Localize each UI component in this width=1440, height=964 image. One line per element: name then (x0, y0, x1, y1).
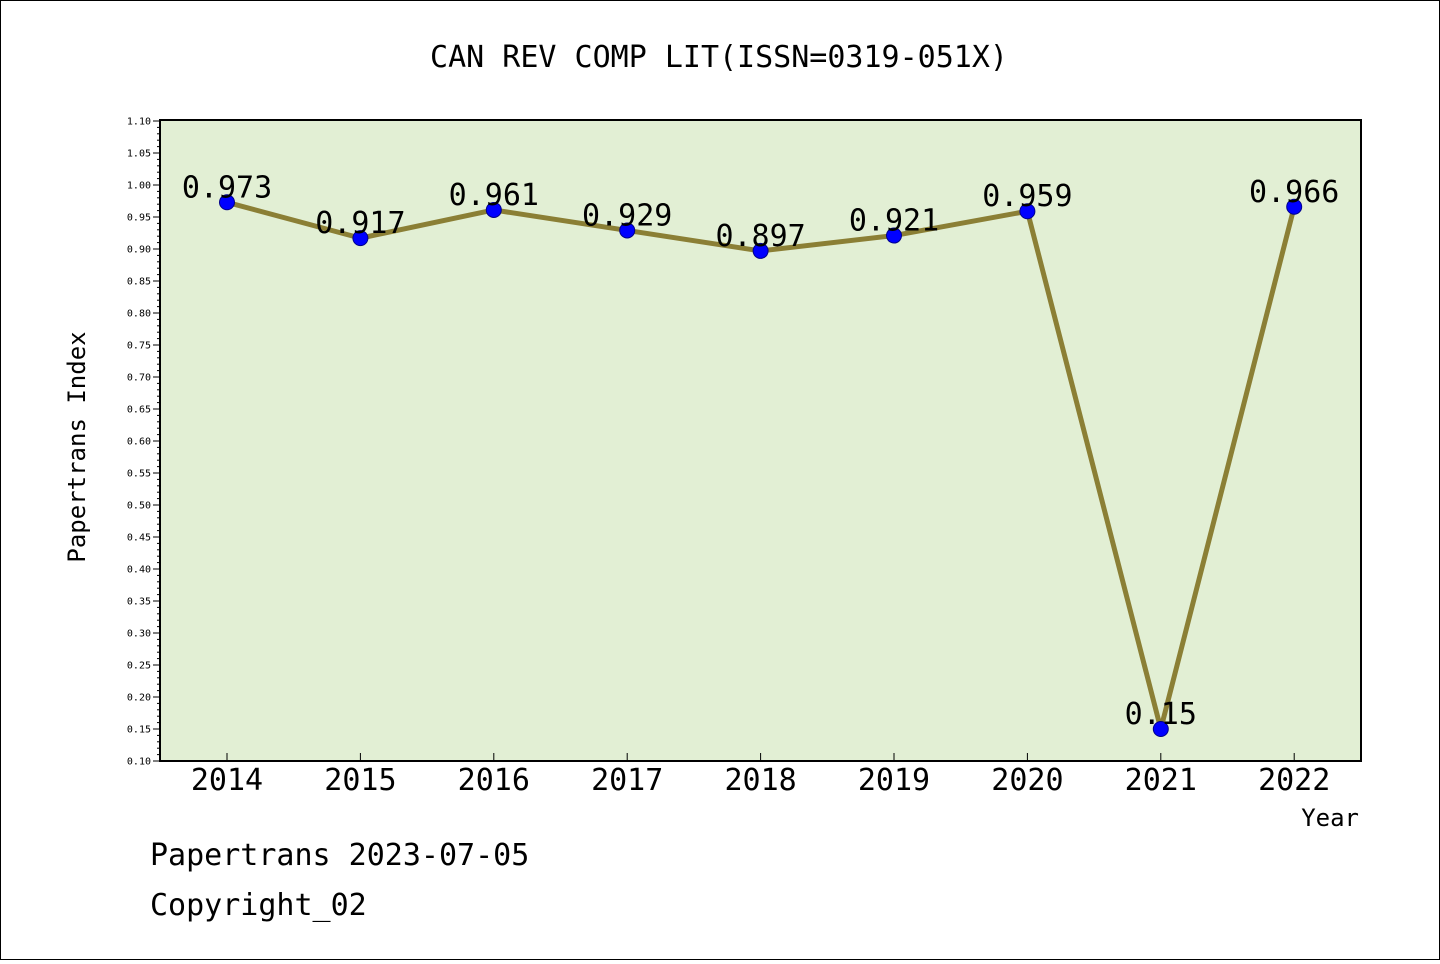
data-point (1152, 721, 1169, 737)
x-tick-label: 2017 (591, 763, 663, 798)
y-tick-label: 0.75 (127, 341, 151, 352)
x-tick-label: 2018 (724, 763, 796, 798)
data-label: 0.973 (182, 170, 272, 205)
data-label: 0.897 (715, 219, 805, 254)
y-axis: 0.10 0.15 0.20 0.25 0.30 0.35 0.40 0.45 0.50 0.55… (127, 117, 161, 768)
data-point (1019, 203, 1036, 220)
data-point (886, 227, 902, 244)
y-tick-label: 0.40 (127, 565, 151, 576)
y-tick-label: 0.65 (127, 405, 151, 416)
data-label: 0.959 (982, 179, 1072, 214)
data-point (619, 222, 636, 239)
y-tick-label: 0.80 (127, 309, 151, 320)
x-tick-label: 2015 (324, 763, 396, 798)
data-label: 0.15 (1125, 697, 1197, 732)
y-tick-label: 0.25 (127, 661, 151, 672)
y-tick-label: 0.30 (127, 629, 151, 640)
data-point (752, 242, 769, 259)
data-label: 0.929 (582, 198, 672, 233)
y-axis-label: Papertrans Index (63, 331, 91, 562)
y-tick-label: 1.10 (127, 117, 151, 128)
x-tick-label: 2019 (858, 763, 930, 798)
y-tick-label: 1.05 (127, 149, 151, 160)
data-label: 0.921 (849, 204, 939, 239)
y-tick-label: 1.00 (127, 181, 151, 192)
data-label: 0.966 (1249, 175, 1339, 210)
x-axis: 2014 2015 2016 2017 2018 2019 2020 2021 2022 (191, 753, 1330, 798)
footer-copyright: Copyright_02 (150, 888, 367, 923)
x-tick-label: 2021 (1125, 763, 1197, 798)
data-point (352, 230, 369, 247)
plot-area (159, 119, 1362, 762)
footer-date: Papertrans 2023-07-05 (150, 838, 529, 873)
x-axis-label: Year (1301, 804, 1359, 832)
y-tick-label: 0.55 (127, 469, 151, 480)
y-tick-label: 0.45 (127, 533, 151, 544)
series-layer: 0.973 0.917 0.961 0.929 0.897 0.921 0.959 0.15 0… (182, 170, 1339, 737)
data-label: 0.917 (315, 206, 405, 241)
x-tick-label: 2014 (191, 763, 263, 798)
x-tick-label: 2022 (1258, 763, 1330, 798)
data-point (1286, 198, 1303, 215)
y-tick-label: 0.10 (127, 757, 151, 768)
y-tick-label: 0.85 (127, 277, 151, 288)
y-tick-label: 0.20 (127, 693, 151, 704)
data-label: 0.961 (449, 178, 539, 213)
x-tick-label: 2016 (458, 763, 530, 798)
y-tick-label: 0.90 (127, 245, 151, 256)
y-tick-label: 0.70 (127, 373, 151, 384)
y-tick-label: 0.35 (127, 597, 151, 608)
data-point (219, 194, 235, 211)
y-tick-label: 0.60 (127, 437, 151, 448)
data-point (485, 201, 502, 218)
y-tick-label: 0.15 (127, 725, 151, 736)
y-tick-label: 0.50 (127, 501, 151, 512)
chart-title: CAN REV COMP LIT(ISSN=0319-051X) (430, 40, 1008, 75)
y-tick-label: 0.95 (127, 213, 151, 224)
x-tick-label: 2020 (991, 763, 1063, 798)
